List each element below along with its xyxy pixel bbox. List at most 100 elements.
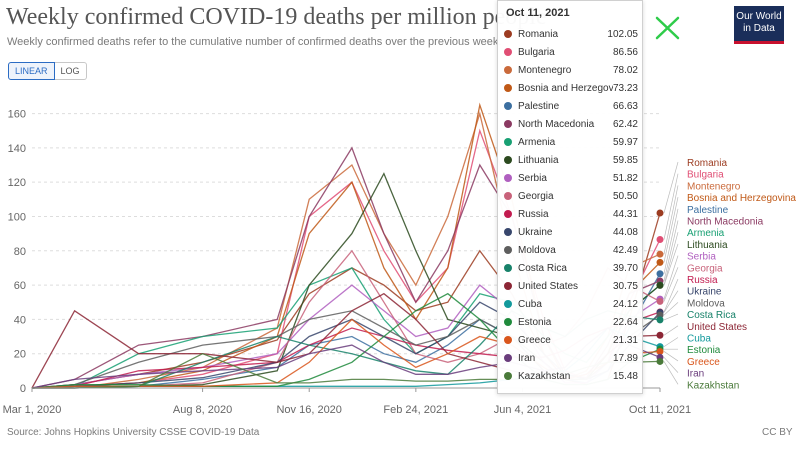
close-icon[interactable] bbox=[654, 14, 682, 42]
series-label[interactable]: Palestine bbox=[687, 205, 729, 216]
series-label[interactable]: Estonia bbox=[687, 345, 721, 356]
tooltip-row: Iran 17.89 bbox=[504, 350, 638, 366]
series-color-dot bbox=[504, 228, 512, 236]
label-connector bbox=[663, 161, 679, 214]
label-connector bbox=[663, 278, 679, 313]
series-label[interactable]: Ukraine bbox=[687, 287, 722, 298]
label-connector bbox=[663, 232, 679, 286]
series-color-dot bbox=[504, 336, 512, 344]
series-end-point[interactable] bbox=[656, 258, 664, 266]
tooltip-country: Palestine bbox=[518, 100, 560, 112]
tooltip-country: Costa Rica bbox=[518, 262, 567, 274]
series-label[interactable]: Moldova bbox=[687, 298, 725, 309]
tooltip-row: Costa Rica 39.70 bbox=[504, 260, 638, 276]
series-label[interactable]: Kazakhstan bbox=[687, 380, 739, 391]
x-tick-label: Jun 4, 2021 bbox=[494, 404, 552, 416]
series-label[interactable]: Serbia bbox=[687, 252, 716, 263]
tooltip-row: Bosnia and Herzegovina73.23 bbox=[504, 80, 638, 96]
license-link[interactable]: CC BY bbox=[762, 427, 793, 438]
series-label[interactable]: Georgia bbox=[687, 263, 723, 274]
series-color-dot bbox=[504, 264, 512, 272]
series-end-point[interactable] bbox=[656, 270, 664, 278]
owid-logo[interactable]: Our World in Data bbox=[734, 6, 784, 44]
tooltip-country: Russia bbox=[518, 208, 549, 220]
log-scale-button[interactable]: LOG bbox=[54, 62, 87, 80]
x-tick-label: Aug 8, 2020 bbox=[173, 404, 232, 416]
series-label[interactable]: Bosnia and Herzegovina bbox=[687, 193, 796, 204]
x-tick-label: Feb 24, 2021 bbox=[383, 404, 448, 416]
series-label[interactable]: Russia bbox=[687, 275, 718, 286]
label-connector bbox=[663, 243, 679, 286]
series-label[interactable]: Iran bbox=[687, 369, 704, 380]
tooltip-value: 73.23 bbox=[612, 82, 638, 94]
label-connector bbox=[663, 325, 679, 336]
series-label[interactable]: United States bbox=[687, 322, 747, 333]
label-connector bbox=[663, 197, 679, 263]
tooltip-country: Bosnia and Herzegovina bbox=[518, 82, 613, 94]
tooltip-row: Armenia 59.97 bbox=[504, 134, 638, 150]
series-label[interactable]: Costa Rica bbox=[687, 310, 736, 321]
tooltip-value: 22.64 bbox=[612, 316, 638, 328]
series-end-point[interactable] bbox=[656, 311, 664, 319]
series-end-point[interactable] bbox=[656, 331, 664, 339]
series-label[interactable]: North Macedonia bbox=[687, 217, 764, 228]
y-tick-label: 60 bbox=[14, 280, 26, 292]
tooltip-value: 44.31 bbox=[612, 208, 638, 220]
series-label[interactable]: Armenia bbox=[687, 228, 725, 239]
tooltip-row: Romania 102.05 bbox=[504, 26, 638, 42]
series-end-point[interactable] bbox=[656, 316, 664, 324]
tooltip-row: North Macedonia 62.42 bbox=[504, 116, 638, 132]
y-axis: 0 20 40 60 80 100 120 140 160 bbox=[8, 109, 26, 395]
tooltip-panel: Oct 11, 2021 Romania 102.05 Bulgaria 86.56 M… bbox=[497, 0, 643, 394]
tooltip-value: 50.50 bbox=[612, 190, 638, 202]
series-end-point[interactable] bbox=[656, 297, 664, 305]
series-color-dot bbox=[504, 192, 512, 200]
y-tick-label: 40 bbox=[14, 314, 26, 326]
series-label[interactable]: Bulgaria bbox=[687, 170, 724, 181]
series-end-point[interactable] bbox=[656, 250, 664, 258]
series-color-dot bbox=[504, 66, 512, 74]
tooltip-value: 86.56 bbox=[612, 46, 638, 58]
series-end-point[interactable] bbox=[656, 357, 664, 365]
tooltip-row: Estonia 22.64 bbox=[504, 314, 638, 330]
x-tick-label: Nov 16, 2020 bbox=[276, 404, 341, 416]
series-label[interactable]: Romania bbox=[687, 158, 727, 169]
label-connector bbox=[663, 185, 679, 255]
tooltip-value: 102.05 bbox=[607, 28, 638, 40]
series-color-dot bbox=[504, 300, 512, 308]
series-color-dot bbox=[504, 120, 512, 128]
series-color-dot bbox=[504, 30, 512, 38]
label-connector bbox=[663, 208, 679, 274]
series-end-point[interactable] bbox=[656, 209, 664, 217]
tooltip-country: Cuba bbox=[518, 298, 542, 310]
series-label[interactable]: Lithuania bbox=[687, 240, 728, 251]
series-label[interactable]: Montenegro bbox=[687, 181, 741, 192]
series-end-point[interactable] bbox=[656, 281, 664, 289]
linear-scale-button[interactable]: LINEAR bbox=[8, 62, 55, 80]
tooltip-country: Serbia bbox=[518, 172, 547, 184]
tooltip-country: North Macedonia bbox=[518, 118, 595, 130]
label-connector bbox=[663, 337, 679, 347]
label-connector bbox=[663, 357, 679, 373]
tooltip-value: 21.31 bbox=[612, 334, 638, 346]
series-color-dot bbox=[504, 210, 512, 218]
label-connector bbox=[663, 255, 679, 300]
series-color-dot bbox=[504, 102, 512, 110]
y-tick-label: 80 bbox=[14, 246, 26, 258]
series-label[interactable]: Greece bbox=[687, 357, 720, 368]
y-tick-label: 140 bbox=[8, 143, 26, 155]
series-color-dot bbox=[504, 156, 512, 164]
tooltip-row: Russia 44.31 bbox=[504, 206, 638, 222]
tooltip-row: Greece 21.31 bbox=[504, 332, 638, 348]
tooltip-value: 51.82 bbox=[612, 172, 638, 184]
series-end-point[interactable] bbox=[656, 347, 664, 355]
series-color-dot bbox=[504, 48, 512, 56]
source-note: Source: Johns Hopkins University CSSE CO… bbox=[7, 427, 260, 438]
series-label[interactable]: Cuba bbox=[687, 334, 711, 345]
series-end-point[interactable] bbox=[656, 236, 664, 244]
label-connector bbox=[663, 290, 679, 313]
scale-toggle: LINEAR LOG bbox=[8, 62, 87, 80]
tooltip-country: Moldova bbox=[518, 244, 556, 256]
y-tick-label: 160 bbox=[8, 109, 26, 121]
